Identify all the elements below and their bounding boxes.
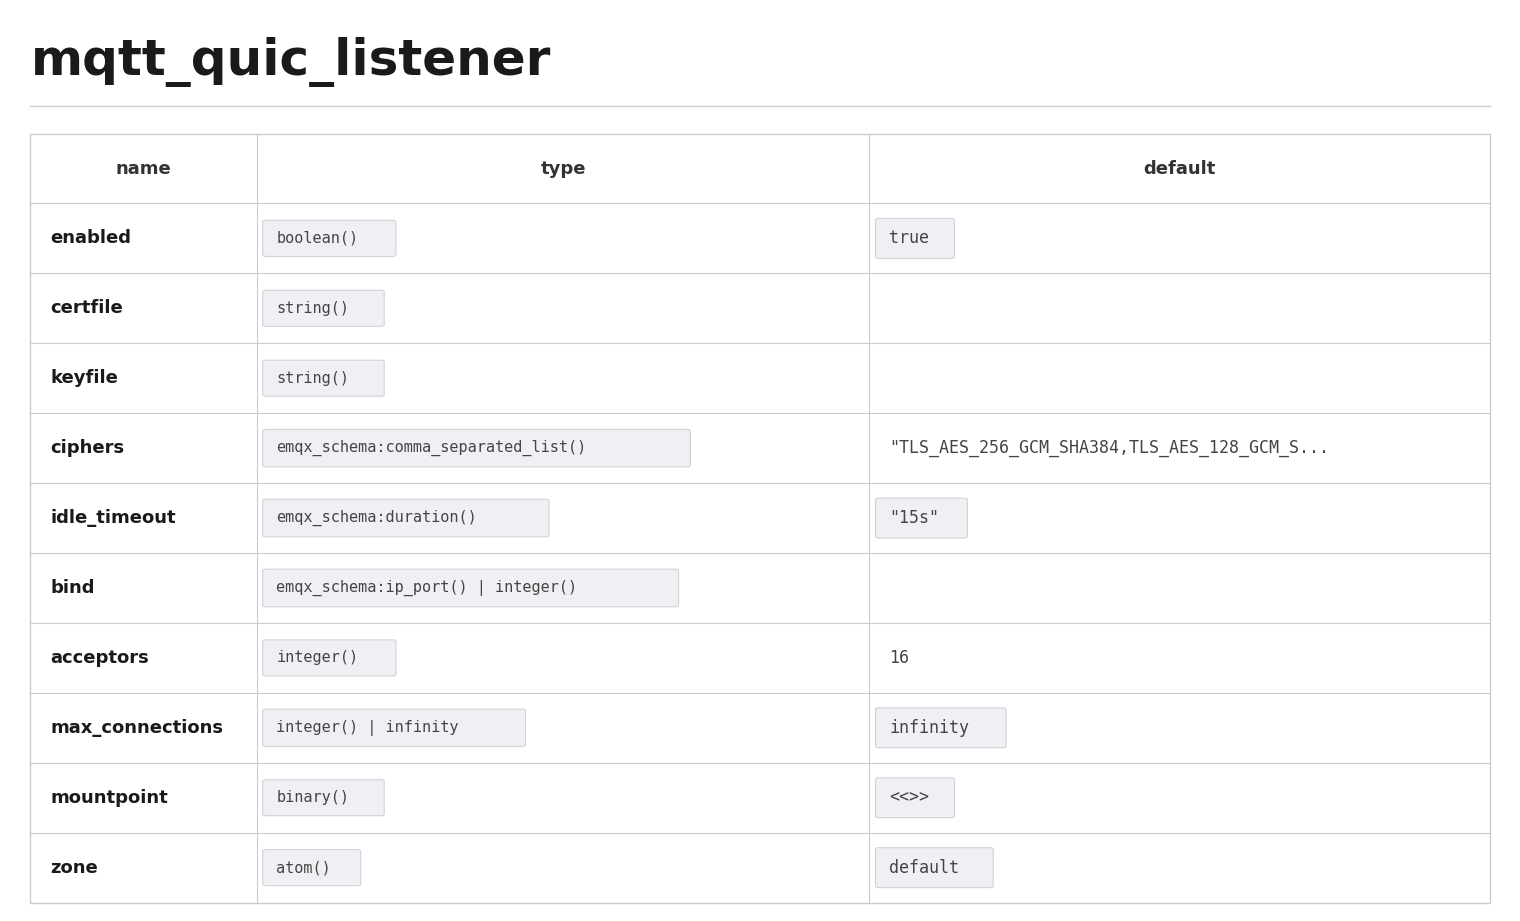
- Text: boolean(): boolean(): [277, 231, 359, 246]
- Bar: [30, 484, 1490, 553]
- Bar: [30, 134, 1490, 204]
- Bar: [30, 553, 1490, 623]
- FancyBboxPatch shape: [876, 777, 955, 818]
- FancyBboxPatch shape: [263, 640, 397, 676]
- Text: mqtt_quic_listener: mqtt_quic_listener: [30, 37, 550, 87]
- Text: acceptors: acceptors: [50, 649, 149, 667]
- Text: keyfile: keyfile: [50, 369, 119, 387]
- Text: enabled: enabled: [50, 229, 131, 248]
- Text: emqx_schema:comma_separated_list(): emqx_schema:comma_separated_list(): [277, 440, 587, 456]
- Text: true: true: [889, 229, 929, 248]
- Text: mountpoint: mountpoint: [50, 788, 167, 807]
- Bar: [30, 274, 1490, 344]
- FancyBboxPatch shape: [263, 360, 385, 396]
- Text: bind: bind: [50, 579, 94, 597]
- Bar: [30, 204, 1490, 274]
- Text: binary(): binary(): [277, 790, 350, 805]
- Bar: [30, 623, 1490, 693]
- Text: max_connections: max_connections: [50, 718, 223, 737]
- Text: zone: zone: [50, 858, 97, 877]
- FancyBboxPatch shape: [263, 709, 526, 747]
- FancyBboxPatch shape: [263, 290, 385, 326]
- Text: 16: 16: [889, 649, 909, 667]
- Text: emqx_schema:duration(): emqx_schema:duration(): [277, 510, 477, 526]
- Text: name: name: [116, 159, 172, 178]
- Bar: [30, 344, 1490, 414]
- FancyBboxPatch shape: [876, 847, 993, 888]
- Text: string(): string(): [277, 371, 350, 386]
- Text: <<>>: <<>>: [889, 788, 929, 807]
- FancyBboxPatch shape: [876, 218, 955, 259]
- Bar: [30, 693, 1490, 763]
- Text: integer(): integer(): [277, 650, 359, 665]
- Bar: [30, 763, 1490, 833]
- FancyBboxPatch shape: [263, 429, 690, 467]
- Text: type: type: [540, 159, 585, 178]
- Bar: [30, 833, 1490, 903]
- Text: atom(): atom(): [277, 860, 331, 875]
- FancyBboxPatch shape: [876, 708, 1006, 748]
- Text: default: default: [889, 858, 959, 877]
- FancyBboxPatch shape: [263, 220, 397, 256]
- Text: string(): string(): [277, 301, 350, 316]
- FancyBboxPatch shape: [263, 569, 678, 607]
- FancyBboxPatch shape: [263, 849, 360, 886]
- Text: ciphers: ciphers: [50, 439, 125, 457]
- Text: integer() | infinity: integer() | infinity: [277, 720, 459, 736]
- FancyBboxPatch shape: [876, 498, 967, 538]
- Text: "TLS_AES_256_GCM_SHA384,TLS_AES_128_GCM_S...: "TLS_AES_256_GCM_SHA384,TLS_AES_128_GCM_…: [889, 439, 1328, 457]
- FancyBboxPatch shape: [263, 499, 549, 537]
- Text: infinity: infinity: [889, 718, 970, 737]
- Text: certfile: certfile: [50, 299, 123, 318]
- Text: default: default: [1143, 159, 1216, 178]
- Text: emqx_schema:ip_port() | integer(): emqx_schema:ip_port() | integer(): [277, 580, 578, 596]
- Bar: [30, 134, 1490, 903]
- FancyBboxPatch shape: [263, 780, 385, 816]
- Text: idle_timeout: idle_timeout: [50, 509, 176, 527]
- Text: "15s": "15s": [889, 509, 939, 527]
- Bar: [30, 414, 1490, 484]
